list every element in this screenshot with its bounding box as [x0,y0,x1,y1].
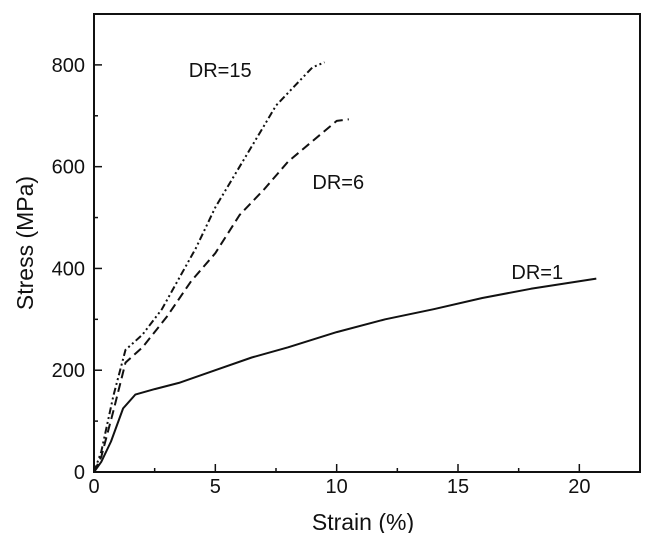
y-tick-label: 600 [52,157,85,179]
series-label: DR=1 [511,262,563,284]
x-tick-label: 5 [210,476,221,498]
y-tick-label: 800 [52,55,85,77]
x-tick-label: 20 [568,476,590,498]
series-label: DR=6 [312,172,364,194]
x-axis-title: Strain (%) [312,509,414,533]
plot-frame [93,13,641,473]
series-line-dr-1 [93,277,597,473]
y-tick-label: 200 [52,360,85,382]
labels-layer: DR=15 DR=6 DR=1 [189,60,563,284]
x-tick-label: 10 [326,476,348,498]
x-tick-label: 15 [447,476,469,498]
series-line-dr-15 [93,61,325,473]
series-line-dr-6 [93,118,349,473]
series-layer [93,61,597,473]
y-tick-label: 400 [52,258,85,280]
y-tick-label: 0 [74,462,85,484]
x-tick-label: 0 [88,476,99,498]
y-axis-title: Stress (MPa) [12,176,38,310]
series-label: DR=15 [189,60,252,82]
